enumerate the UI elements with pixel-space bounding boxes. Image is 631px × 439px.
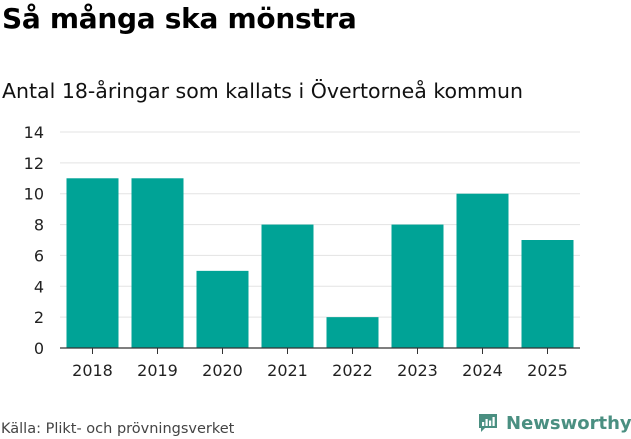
- x-tick-label: 2018: [72, 361, 113, 380]
- bar-2018: [66, 178, 119, 348]
- x-tick-label: 2022: [332, 361, 373, 380]
- y-tick-label: 2: [34, 308, 44, 327]
- newsworthy-logo[interactable]: Newsworthy: [476, 410, 631, 436]
- bar-2022: [326, 317, 379, 348]
- y-tick-label: 14: [24, 123, 44, 142]
- bar-chart: 0 2 4 6 8 10 12 14 2018 2019 2020 2021 2022 2023 2024…: [24, 123, 580, 380]
- x-tick-label: 2021: [267, 361, 308, 380]
- bars: [66, 178, 574, 348]
- x-tick-label: 2024: [462, 361, 503, 380]
- chart-subtitle: Antal 18-åringar som kallats i Övertorne…: [2, 79, 523, 103]
- bar-2023: [391, 224, 444, 348]
- x-tick-label: 2023: [397, 361, 438, 380]
- x-axis-ticks: 2018 2019 2020 2021 2022 2023 2024 2025: [72, 348, 568, 380]
- bar-2019: [131, 178, 184, 348]
- bar-2020: [196, 270, 249, 348]
- x-tick-label: 2020: [202, 361, 243, 380]
- y-tick-label: 8: [34, 216, 44, 235]
- y-tick-label: 10: [24, 185, 44, 204]
- x-tick-label: 2025: [527, 361, 568, 380]
- bar-2024: [456, 193, 509, 348]
- x-tick-label: 2019: [137, 361, 178, 380]
- y-tick-label: 0: [34, 339, 44, 358]
- bar-2025: [521, 240, 574, 348]
- y-tick-label: 6: [34, 246, 44, 265]
- brand-name: Newsworthy: [506, 412, 631, 434]
- bar-chart-icon: [479, 414, 497, 432]
- bar-2021: [261, 224, 314, 348]
- y-axis-ticks: 0 2 4 6 8 10 12 14: [24, 123, 44, 358]
- y-tick-label: 12: [24, 154, 44, 173]
- source-note: Källa: Plikt- och prövningsverket: [1, 421, 235, 437]
- y-tick-label: 4: [34, 277, 44, 296]
- chart-title: Så många ska mönstra: [2, 2, 357, 35]
